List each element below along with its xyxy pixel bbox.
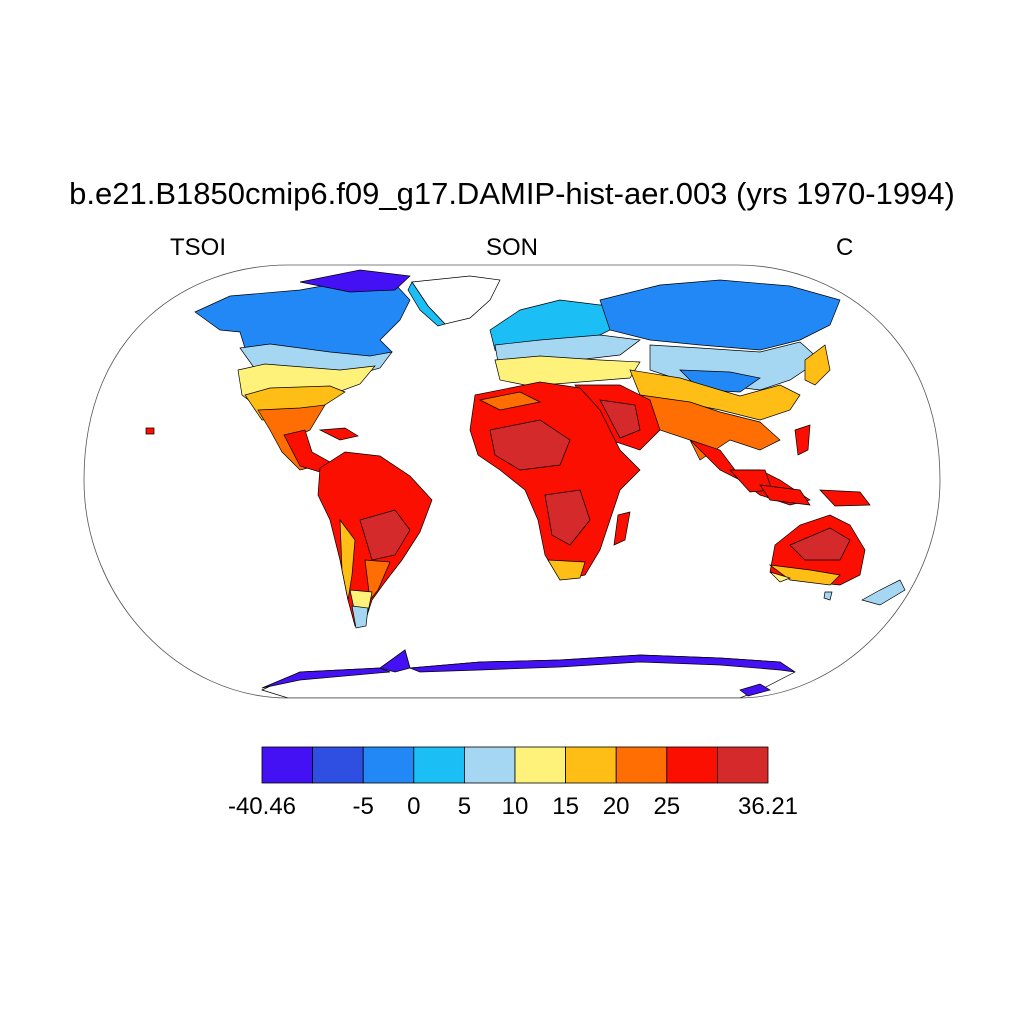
units-label: C: [836, 234, 854, 261]
colorbar-tick-label: 36.21: [737, 793, 799, 820]
colorbar-tick-label: 20: [602, 793, 630, 820]
colorbar-swatch: [565, 746, 617, 784]
australia-landmass: [768, 514, 906, 606]
antarctica-landmass: [261, 649, 796, 698]
colorbar-swatch: [312, 746, 364, 784]
colorbar-swatch: [615, 746, 668, 784]
north-america-landmass: [145, 269, 411, 473]
colorbar: [261, 746, 769, 784]
season-label: SON: [485, 234, 538, 261]
colorbar-swatch: [413, 746, 465, 784]
variable-label: TSOI: [170, 234, 227, 261]
europe-landmass: [489, 299, 641, 387]
colorbar-tick-label: 15: [552, 793, 579, 820]
colorbar-tick-label: 25: [653, 793, 681, 820]
maritime-asia-landmass: [729, 424, 871, 507]
greenland-landmass: [407, 275, 501, 327]
colorbar-swatch: [362, 746, 415, 784]
colorbar-tick-label: 10: [501, 793, 529, 820]
plot-title: b.e21.B1850cmip6.f09_g17.DAMIP-hist-aer.…: [69, 176, 955, 211]
colorbar-swatch: [463, 746, 516, 784]
colorbar-swatch: [666, 746, 718, 784]
colorbar-swatch: [717, 746, 769, 784]
africa-landmass: [469, 381, 641, 581]
asia-landmass: [599, 279, 841, 506]
colorbar-tick-label: -40.46: [227, 793, 297, 820]
colorbar-tick-label: 5: [457, 793, 472, 820]
south-america-landmass: [317, 451, 433, 629]
colorbar-swatch: [261, 746, 313, 784]
colorbar-swatch: [514, 746, 566, 784]
colorbar-tick-label: 0: [407, 793, 421, 820]
colorbar-tick-label: -5: [352, 793, 374, 820]
